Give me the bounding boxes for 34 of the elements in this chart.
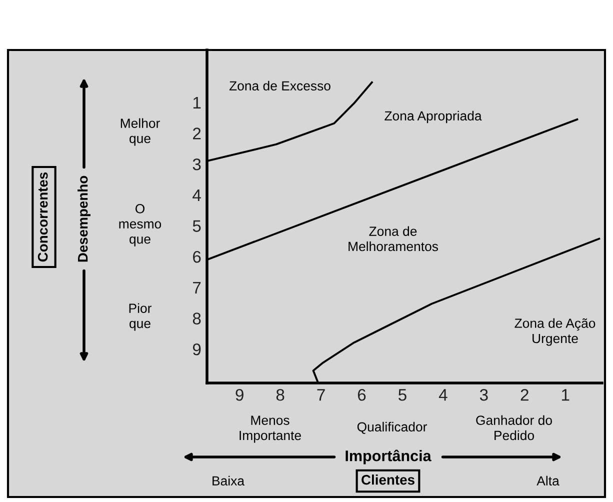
y-tick-label: 3 <box>192 158 201 170</box>
x-tick-label: 1 <box>562 389 570 401</box>
y-tick-label: 9 <box>192 343 201 356</box>
y-tick-label: 4 <box>192 189 201 201</box>
text: Concorrentes <box>38 172 48 262</box>
text: Alta <box>536 476 560 486</box>
text: Baixa <box>212 476 244 486</box>
y-tick-label: 6 <box>193 250 201 263</box>
y-tick-label: 7 <box>193 282 201 294</box>
annotation: Zona de Excesso <box>229 80 330 91</box>
y-tick-label: 8 <box>192 312 201 324</box>
annotation: Zona de Melhoramentos <box>348 226 438 252</box>
annotation: Zona Apropriada <box>384 110 482 124</box>
text: Melhor que <box>120 118 160 146</box>
text: Pior que <box>129 303 152 331</box>
text: Desempenho <box>78 176 90 262</box>
x-tick-label: 6 <box>358 388 366 401</box>
text: Ganhador do Pedido <box>476 415 552 440</box>
text: Qualificador <box>357 422 427 434</box>
x-tick-label: 8 <box>276 388 284 401</box>
x-tick-label: 9 <box>236 388 244 401</box>
text: O mesmo que <box>119 204 162 246</box>
text: Clientes <box>362 474 414 485</box>
x-axis-title: Importância <box>346 450 432 464</box>
x-tick-label: 2 <box>520 388 528 401</box>
y-tick-label: 2 <box>193 128 201 140</box>
x-tick-label: 5 <box>398 389 406 401</box>
text: Menos Importante <box>240 416 301 443</box>
x-tick-label: 7 <box>317 389 325 401</box>
annotation: Zona de Ação Urgente <box>514 318 596 346</box>
y-tick-label: 1 <box>193 96 201 108</box>
x-tick-label: 4 <box>438 389 448 401</box>
x-tick-label: 3 <box>480 388 488 401</box>
y-tick-label: 5 <box>192 220 201 232</box>
